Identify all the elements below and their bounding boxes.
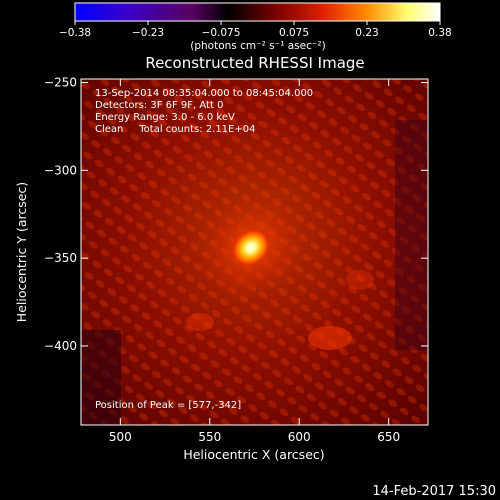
dark-patch-right xyxy=(395,120,428,350)
chart-title: Reconstructed RHESSI Image xyxy=(145,54,364,72)
peak-position-label: Position of Peak = [577,-342] xyxy=(95,400,241,411)
y-tick-label: −350 xyxy=(44,251,77,265)
annotation-detectors: Detectors: 3F 6F 9F, Att 0 xyxy=(95,100,223,111)
x-axis: 500 550 600 650 xyxy=(109,79,400,444)
secondary-blob-2 xyxy=(186,313,214,331)
x-axis-label: Heliocentric X (arcsec) xyxy=(183,447,324,462)
secondary-blob-1 xyxy=(308,326,352,350)
x-tick-label: 650 xyxy=(377,430,400,444)
y-axis-label: Heliocentric Y (arcsec) xyxy=(14,182,29,322)
x-tick-label: 600 xyxy=(288,430,311,444)
x-tick-label: 500 xyxy=(109,430,132,444)
y-axis: −250 −300 −350 −400 xyxy=(44,76,428,353)
colorbar-tick-label: 0.38 xyxy=(428,27,451,39)
secondary-blob-3 xyxy=(346,270,374,290)
x-tick-label: 550 xyxy=(198,430,221,444)
footer-timestamp: 14-Feb-2017 15:30 xyxy=(372,484,496,499)
image-plot-area xyxy=(81,79,428,425)
colorbar-tick-label: −0.38 xyxy=(59,27,91,39)
annotation-energy-range: Energy Range: 3.0 - 6.0 keV xyxy=(95,112,235,123)
colorbar-tick-label: 0.075 xyxy=(279,27,309,39)
annotation-clean-counts: Clean Total counts: 2.11E+04 xyxy=(95,124,255,135)
colorbar-tick-label: −0.23 xyxy=(132,27,164,39)
colorbar-unit-label: (photons cm⁻² s⁻¹ asec⁻²) xyxy=(190,40,325,52)
colorbar-scale xyxy=(74,2,441,22)
y-tick-label: −250 xyxy=(44,76,77,90)
peak-source xyxy=(232,229,270,266)
y-tick-label: −400 xyxy=(44,339,77,353)
colorbar: −0.38 −0.23 −0.075 0.075 0.23 0.38 (photons c… xyxy=(59,2,452,52)
plot-frame xyxy=(80,78,429,426)
annotation-time-range: 13-Sep-2014 08:35:04.000 to 08:45:04.000 xyxy=(95,88,313,99)
colorbar-tick-label: 0.23 xyxy=(355,27,378,39)
y-tick-label: −300 xyxy=(44,163,77,177)
colorbar-tick-label: −0.075 xyxy=(202,27,241,39)
